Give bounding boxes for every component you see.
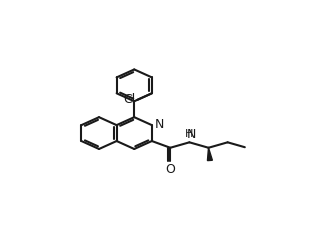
- Text: H: H: [185, 129, 193, 139]
- Text: N: N: [155, 118, 164, 131]
- Text: N: N: [187, 128, 196, 141]
- Text: Cl: Cl: [124, 93, 136, 106]
- Polygon shape: [207, 148, 212, 161]
- Text: O: O: [165, 163, 175, 176]
